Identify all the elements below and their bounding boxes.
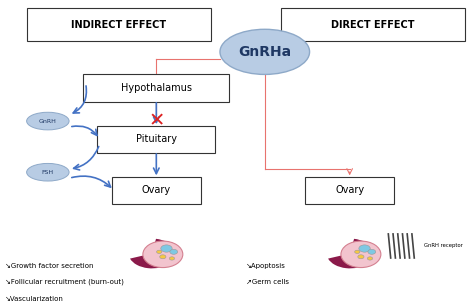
Wedge shape [130, 239, 175, 268]
Text: Ovary: Ovary [335, 185, 364, 195]
Circle shape [355, 250, 360, 254]
Ellipse shape [27, 163, 69, 181]
Text: ↘Apoptosis: ↘Apoptosis [246, 262, 286, 268]
Text: ✕: ✕ [148, 112, 164, 131]
FancyBboxPatch shape [97, 125, 215, 153]
Text: FSH: FSH [42, 170, 54, 175]
Ellipse shape [341, 241, 381, 268]
FancyBboxPatch shape [281, 8, 465, 41]
Text: ↘Vascularization: ↘Vascularization [5, 296, 64, 301]
Circle shape [359, 245, 370, 252]
FancyBboxPatch shape [83, 75, 229, 102]
Text: Ovary: Ovary [142, 185, 171, 195]
Text: DIRECT EFFECT: DIRECT EFFECT [331, 20, 415, 30]
Circle shape [367, 257, 373, 260]
Text: Pituitary: Pituitary [136, 134, 177, 144]
Text: GnRHa: GnRHa [238, 45, 292, 59]
FancyBboxPatch shape [111, 177, 201, 204]
Text: ↗Germ cells: ↗Germ cells [246, 279, 289, 285]
Circle shape [156, 250, 162, 254]
FancyBboxPatch shape [305, 177, 394, 204]
Circle shape [358, 255, 364, 259]
Circle shape [170, 249, 178, 254]
Circle shape [160, 255, 166, 259]
Text: GnRH receptor: GnRH receptor [424, 244, 463, 248]
Ellipse shape [27, 112, 69, 130]
Ellipse shape [143, 241, 183, 268]
Text: ↘Growth factor secretion: ↘Growth factor secretion [5, 262, 94, 268]
Text: Hypothalamus: Hypothalamus [121, 83, 192, 93]
Ellipse shape [220, 29, 310, 75]
Text: ↘Follicular recruitment (burn-out): ↘Follicular recruitment (burn-out) [5, 279, 124, 285]
Wedge shape [328, 239, 374, 268]
Circle shape [169, 257, 174, 260]
FancyBboxPatch shape [27, 8, 210, 41]
Text: GnRH: GnRH [39, 118, 57, 124]
Circle shape [368, 249, 376, 254]
Text: INDIRECT EFFECT: INDIRECT EFFECT [71, 20, 166, 30]
Circle shape [161, 245, 172, 252]
